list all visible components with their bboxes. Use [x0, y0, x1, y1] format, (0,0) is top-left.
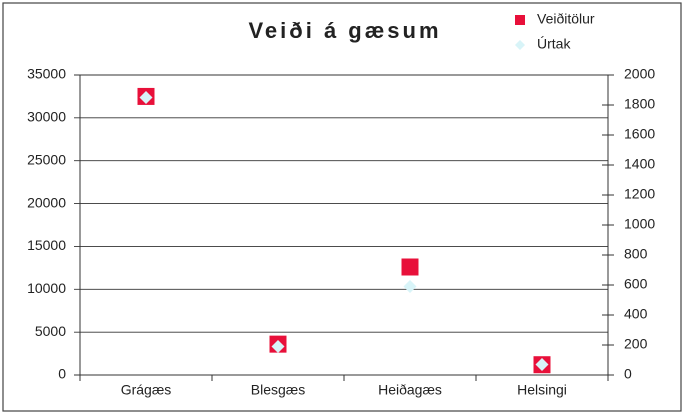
y2-tick-label: 0 — [624, 366, 632, 382]
data-point — [535, 358, 549, 371]
y2-tick-label: 200 — [624, 336, 648, 352]
chart-border — [2, 2, 682, 412]
legend-label: Veiðitölur — [537, 11, 595, 27]
x-tick-label: Blesgæs — [251, 382, 305, 398]
y2-tick-label: 600 — [624, 276, 648, 292]
data-point — [403, 280, 417, 293]
x-tick-label: Grágæs — [121, 382, 172, 398]
y-tick-label: 10000 — [27, 280, 66, 296]
y-tick-label: 15000 — [27, 237, 66, 253]
y-tick-label: 25000 — [27, 151, 66, 167]
legend-swatch — [515, 40, 525, 50]
y2-tick-label: 400 — [624, 306, 648, 322]
y2-tick-label: 800 — [624, 246, 648, 262]
y2-tick-label: 1200 — [624, 186, 655, 202]
y2-tick-label: 1000 — [624, 216, 655, 232]
y-tick-label: 5000 — [35, 323, 66, 339]
y-tick-label: 35000 — [27, 66, 66, 82]
y-tick-label: 20000 — [27, 194, 66, 210]
data-point — [139, 91, 153, 104]
chart-title: Veiði á gæsum — [248, 18, 441, 43]
legend-swatch — [515, 15, 525, 25]
y-tick-label: 30000 — [27, 109, 66, 125]
x-tick-label: Heiðagæs — [378, 382, 442, 398]
y2-tick-label: 2000 — [624, 66, 655, 82]
legend-label: Úrtak — [537, 36, 571, 52]
data-point — [401, 258, 419, 276]
y2-tick-label: 1400 — [624, 156, 655, 172]
y2-tick-label: 1600 — [624, 126, 655, 142]
y-tick-label: 0 — [58, 366, 66, 382]
x-tick-label: Helsingi — [517, 382, 567, 398]
data-point — [271, 340, 285, 353]
y2-tick-label: 1800 — [624, 96, 655, 112]
